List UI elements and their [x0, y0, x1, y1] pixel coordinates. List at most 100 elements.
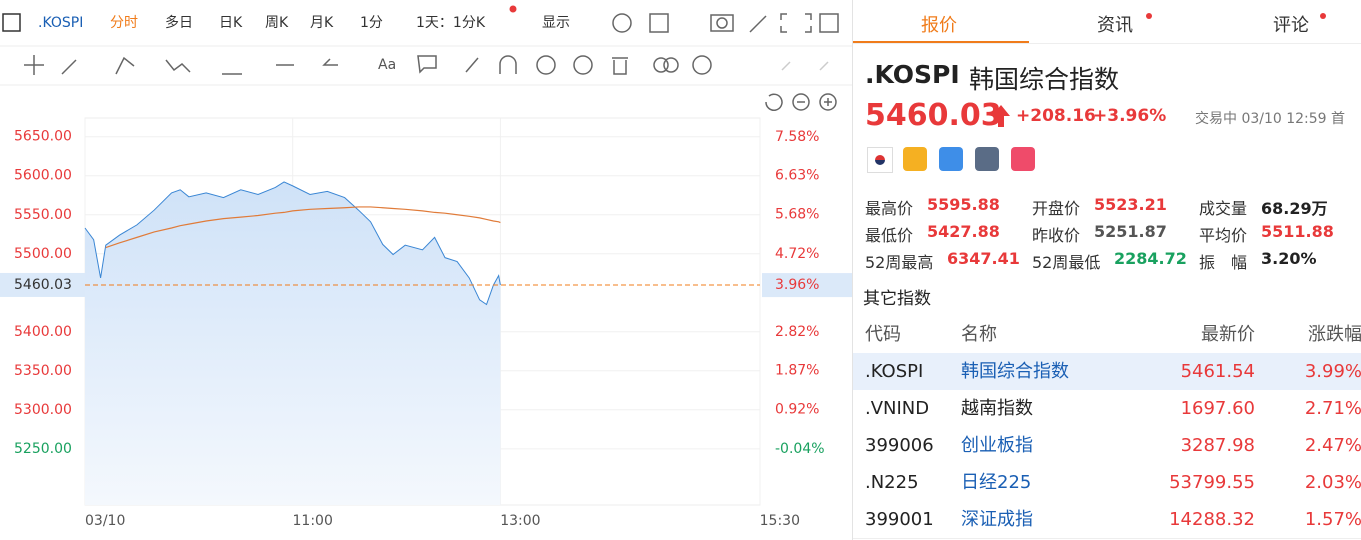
text-icon[interactable]: Aa	[378, 57, 396, 73]
y2-tick-label: 1.87%	[775, 363, 819, 379]
price: 5460.03	[865, 98, 1002, 133]
table-cell[interactable]: 2.03%	[1255, 464, 1361, 502]
y-tick-label: 5300.00	[14, 402, 72, 418]
badge-dot	[1320, 13, 1326, 19]
stat-label: 振 幅	[1199, 253, 1248, 272]
table-cell[interactable]: .N225	[853, 464, 950, 502]
tab[interactable]: 报价	[921, 15, 957, 36]
table-cell[interactable]: 创业板指	[949, 427, 1116, 465]
table-cell[interactable]: .VNIND	[853, 390, 950, 428]
table-cell[interactable]: .KOSPI	[853, 353, 950, 391]
line	[105, 206, 501, 249]
stat-value: 5523.21	[1094, 195, 1167, 214]
icon[interactable]	[939, 147, 963, 171]
y-tick-label: 5350.00	[14, 363, 72, 379]
line	[84, 181, 501, 306]
table-cell: 代码	[853, 316, 950, 354]
favorite-icon[interactable]	[1011, 147, 1035, 171]
table-cell[interactable]: 韩国综合指数	[949, 353, 1116, 391]
toolbar-icons[interactable]	[24, 13, 839, 111]
y2-tick-label: -0.04%	[775, 441, 825, 457]
toolbar	[0, 0, 852, 46]
table-cell[interactable]: 越南指数	[949, 390, 1116, 428]
table-cell[interactable]: 399001	[853, 501, 950, 539]
table-cell[interactable]: 14288.32	[1115, 501, 1256, 539]
chart: Aa 5650.00 5600.00 5550.00 5500.00 5400.00 53…	[0, 0, 852, 529]
tab[interactable]: 资讯	[1097, 15, 1133, 36]
y-tick-label: 5600.00	[14, 168, 72, 184]
y2-tick-label: 5.68%	[775, 207, 819, 223]
table-cell[interactable]: 1.57%	[1255, 501, 1361, 539]
icon[interactable]	[975, 147, 999, 171]
table-cell: 涨跌幅	[1255, 316, 1361, 354]
current-price-box	[0, 272, 85, 297]
stat-label: 52周最高	[865, 253, 934, 272]
flag-icon	[867, 147, 893, 173]
y-tick-label: 5550.00	[14, 207, 72, 223]
table-cell[interactable]: 1697.60	[1115, 390, 1256, 428]
stat-value: 5427.88	[927, 222, 1000, 241]
toolbar-item[interactable]: 日K	[219, 15, 243, 31]
table-cell[interactable]: 日经225	[949, 464, 1116, 502]
stat-value: 5251.87	[1094, 222, 1167, 241]
symbol: .KOSPI	[865, 60, 960, 89]
table-cell[interactable]: 3.99%	[1255, 353, 1361, 391]
table-cell: 最新价	[1115, 316, 1256, 354]
stat-value: 3.20%	[1261, 249, 1317, 268]
stat-label: 最低价	[865, 226, 914, 245]
y2-tick-label: 2.82%	[775, 324, 819, 340]
stat-label: 成交量	[1199, 199, 1248, 218]
toolbar-item[interactable]: 1分	[360, 15, 383, 31]
table-cell[interactable]: 5461.54	[1115, 353, 1256, 391]
toolbar-item[interactable]: .KOSPI	[38, 15, 83, 31]
x-tick-label: 13:00	[500, 513, 540, 529]
badge-dot	[509, 5, 517, 13]
table-cell[interactable]: 3287.98	[1115, 427, 1256, 465]
index-name: 韩国综合指数	[969, 65, 1120, 94]
table-cell[interactable]: 深证成指	[949, 501, 1116, 539]
stat-value: 2284.72	[1114, 249, 1187, 268]
stat-label: 最高价	[865, 199, 914, 218]
stat-value: 5595.88	[927, 195, 1000, 214]
change: +208.16	[1016, 106, 1096, 126]
stat-label: 昨收价	[1032, 226, 1081, 245]
toolbar-item[interactable]: 显示	[542, 15, 570, 31]
toolbar-item[interactable]: 多日	[165, 14, 193, 31]
toolbar-item[interactable]: 1天：1分K	[416, 15, 486, 31]
table-cell: 名称	[949, 316, 1116, 354]
toolbar-item[interactable]: 月K	[310, 15, 334, 31]
status: 交易中 03/10 12:59 首	[1195, 111, 1346, 127]
table-cell[interactable]: 53799.55	[1115, 464, 1256, 502]
stat-value: 6347.41	[947, 249, 1020, 268]
quote-panel: 报价 资讯 评论 .KOSPI 韩国综合指数 5460.03 +208.16 +…	[852, 0, 1361, 540]
stat-label: 开盘价	[1032, 199, 1081, 218]
y2-tick-label: 6.63%	[775, 168, 819, 184]
change-pct: +3.96%	[1093, 106, 1167, 126]
x-tick-label: 11:00	[293, 513, 333, 529]
divider	[853, 43, 1361, 44]
y-tick-label: 5400.00	[14, 324, 72, 340]
area	[85, 181, 501, 505]
y2-tick-label: 3.96%	[775, 277, 819, 293]
y2-tick-label: 7.58%	[775, 129, 819, 145]
table-cell[interactable]: 2.71%	[1255, 390, 1361, 428]
active-tab-underline	[853, 41, 1029, 43]
y2-tick-label: 4.72%	[775, 246, 819, 262]
y-tick-label: 5650.00	[14, 129, 72, 145]
table-cell[interactable]: 399006	[853, 427, 950, 465]
stat-value: 5511.88	[1261, 222, 1334, 241]
stat-value: 68.29万	[1261, 199, 1328, 218]
stat-label: 平均价	[1199, 226, 1248, 245]
x-tick-label: 15:30	[760, 513, 800, 529]
up-arrow	[992, 105, 1010, 127]
sidebar-icon[interactable]	[2, 13, 21, 32]
toolbar-item[interactable]: 分时	[110, 15, 138, 31]
current-price-label: 5460.03	[14, 277, 72, 293]
tab[interactable]: 评论	[1273, 15, 1309, 36]
y-tick-label: 5500.00	[14, 246, 72, 262]
icon[interactable]	[903, 147, 927, 171]
section-title: 其它指数	[863, 289, 931, 309]
toolbar-item[interactable]: 周K	[265, 15, 289, 31]
table-cell[interactable]: 2.47%	[1255, 427, 1361, 465]
